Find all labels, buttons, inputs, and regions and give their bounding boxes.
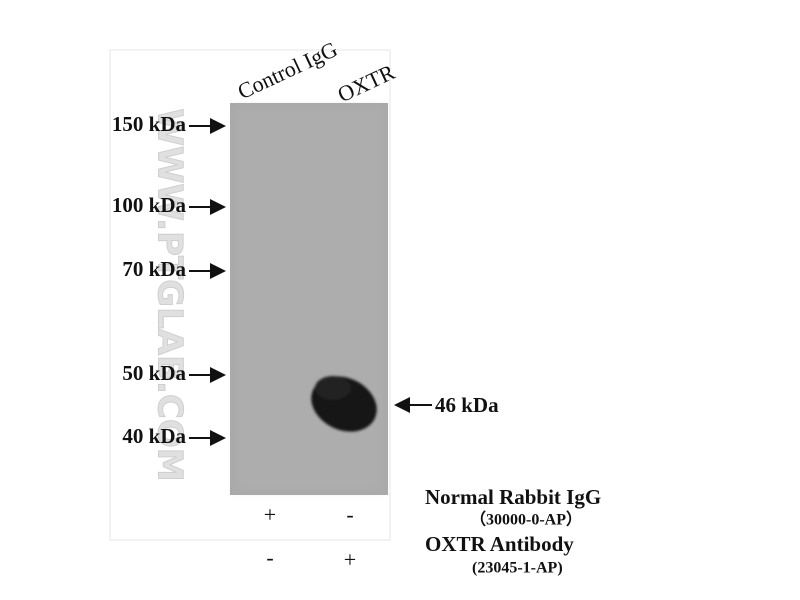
marker-label: 150 kDa <box>112 112 187 136</box>
marker-label: 40 kDa <box>122 424 186 448</box>
blot-tone <box>236 108 382 490</box>
band <box>311 376 377 432</box>
sign: + <box>344 547 356 572</box>
row-catalog: (23045-1-AP) <box>472 560 563 577</box>
row-name: Normal Rabbit IgG <box>425 485 601 509</box>
marker-label: 50 kDa <box>122 361 186 385</box>
marker-label: 70 kDa <box>122 257 186 281</box>
sign: - <box>266 545 273 570</box>
row-name: OXTR Antibody <box>425 532 574 556</box>
band-label: 46 kDa <box>435 393 499 417</box>
watermark: WWW.PTGLAB.COM <box>150 108 190 481</box>
lane-label: Control IgG <box>234 36 342 104</box>
sign: + <box>264 502 276 527</box>
marker-label: 100 kDa <box>112 193 187 217</box>
row-catalog: （30000-0-AP） <box>470 511 582 529</box>
frame <box>109 49 391 541</box>
sign: - <box>346 502 353 527</box>
